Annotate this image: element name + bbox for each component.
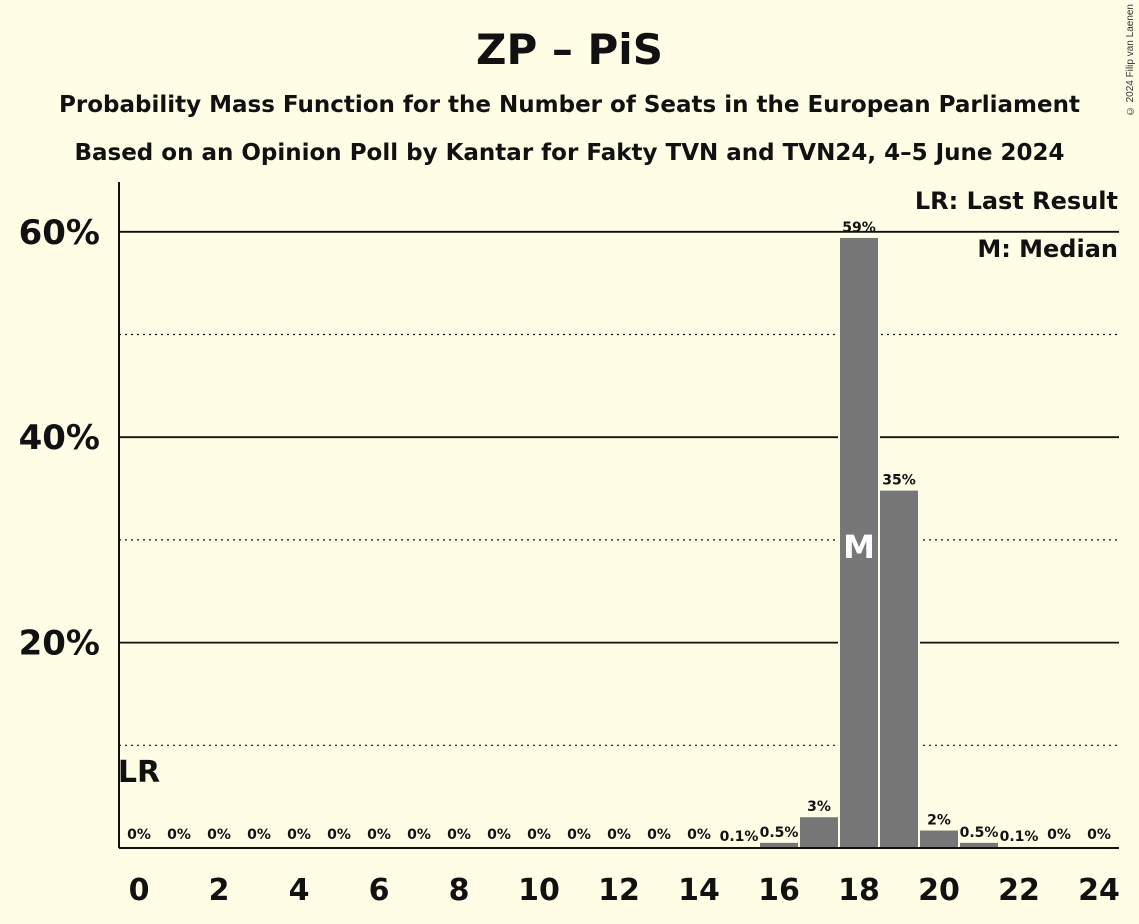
bar xyxy=(920,830,958,848)
bar xyxy=(800,817,838,848)
x-tick-label: 0 xyxy=(129,873,150,908)
data-label: 0% xyxy=(487,827,511,843)
data-label: 0.5% xyxy=(960,825,999,841)
chart-subtitle-1: Probability Mass Function for the Number… xyxy=(59,92,1080,118)
data-label: 0% xyxy=(567,827,591,843)
x-tick-label: 22 xyxy=(998,873,1040,908)
grid-lines xyxy=(119,230,1119,746)
median-marker: M xyxy=(843,528,875,566)
x-tick-label: 8 xyxy=(449,873,470,908)
bar xyxy=(840,237,878,848)
data-label: 0% xyxy=(527,827,551,843)
data-labels: 0% 0% 0% 0% 0% 0% 0% 0% 0% 0% 0% 0% 0% 0% 0% 0.1% 0.5%3%… xyxy=(127,220,1111,845)
data-label: 0% xyxy=(247,827,271,843)
data-label: 0% xyxy=(207,827,231,843)
data-label: 0% xyxy=(607,827,631,843)
y-tick-label: 20% xyxy=(19,624,100,664)
last-result-marker: LR xyxy=(118,755,160,790)
x-tick-label: 10 xyxy=(518,873,560,908)
data-label: 0% xyxy=(327,827,351,843)
legend-median: M: Median xyxy=(977,235,1118,263)
data-label: 0.5% xyxy=(760,825,799,841)
data-label: 0.1% xyxy=(1000,829,1039,845)
x-tick-label: 16 xyxy=(758,873,800,908)
data-label: 0% xyxy=(687,827,711,843)
data-label: 0% xyxy=(167,827,191,843)
data-label: 0% xyxy=(1087,827,1111,843)
data-label: 59% xyxy=(842,220,876,236)
x-tick-label: 18 xyxy=(838,873,880,908)
x-tick-label: 2 xyxy=(209,873,230,908)
data-label: 0% xyxy=(127,827,151,843)
chart-title: ZP – PiS xyxy=(476,25,663,74)
data-label: 0% xyxy=(647,827,671,843)
data-label: 3% xyxy=(807,799,831,815)
y-tick-label: 60% xyxy=(19,213,100,253)
chart-subtitle-2: Based on an Opinion Poll by Kantar for F… xyxy=(74,140,1065,166)
x-tick-label: 20 xyxy=(918,873,960,908)
x-tick-label: 6 xyxy=(369,873,390,908)
x-tick-label: 12 xyxy=(598,873,640,908)
bar xyxy=(960,842,998,848)
bar xyxy=(760,842,798,848)
data-label: 0% xyxy=(287,827,311,843)
legend-last-result: LR: Last Result xyxy=(915,187,1118,215)
bar xyxy=(880,490,918,848)
x-tick-label: 4 xyxy=(289,873,310,908)
data-label: 35% xyxy=(882,473,916,489)
x-tick-label: 24 xyxy=(1078,873,1120,908)
bars xyxy=(718,235,1040,848)
data-label: 0% xyxy=(367,827,391,843)
data-label: 0% xyxy=(1047,827,1071,843)
bar-gap xyxy=(718,844,760,848)
bar-gap xyxy=(998,844,1040,848)
x-tick-label: 14 xyxy=(678,873,720,908)
data-label: 0.1% xyxy=(720,829,759,845)
data-label: 2% xyxy=(927,813,951,829)
markers: LR M xyxy=(118,528,875,790)
y-tick-label: 40% xyxy=(19,418,100,458)
legend: LR: Last Result M: Median xyxy=(915,187,1118,263)
axes: 20%40%60%0 2 4 6 8 10 12 14 16 18 20 22 24 xyxy=(19,182,1120,908)
data-label: 0% xyxy=(447,827,471,843)
data-label: 0% xyxy=(407,827,431,843)
